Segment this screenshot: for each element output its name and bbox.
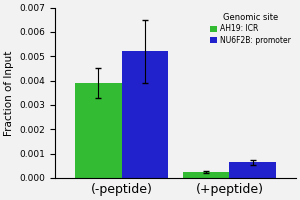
Bar [183,172,230,178]
Legend: AH19: ICR, NU6F2B: promoter: AH19: ICR, NU6F2B: promoter [209,11,292,46]
Bar [75,83,122,178]
Y-axis label: Fraction of Input: Fraction of Input [4,50,14,136]
Bar [230,162,276,178]
Bar [122,51,168,178]
